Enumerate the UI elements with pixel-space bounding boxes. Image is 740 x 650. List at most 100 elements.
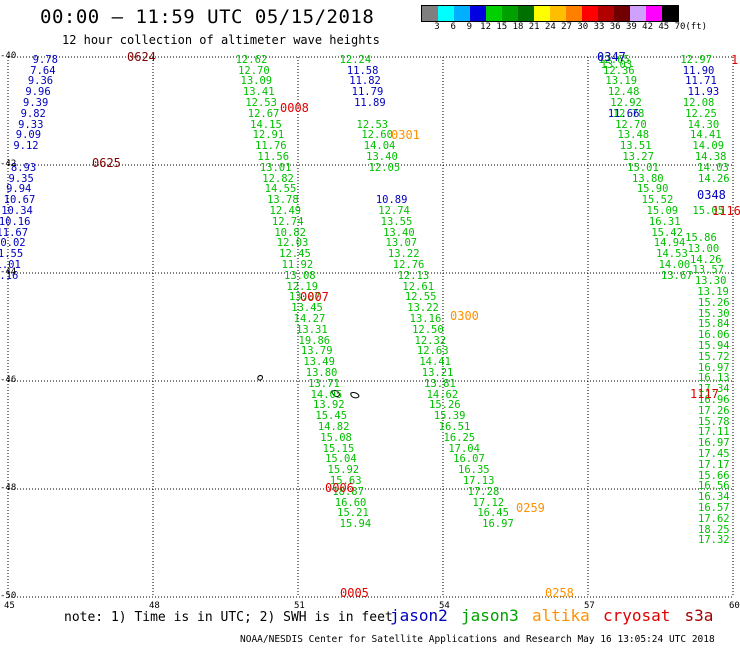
swh-value: 12.05: [368, 161, 401, 174]
pass-number: 0258: [545, 586, 574, 600]
color-scale-label: 15: [496, 22, 508, 32]
swh-value: 14.41: [690, 129, 722, 142]
pass-number: 0347: [597, 50, 626, 64]
color-swatch: [630, 6, 646, 21]
swh-value: 12.67: [247, 107, 280, 120]
swh-value: 11.92: [281, 258, 314, 271]
color-scale-label: 45: [658, 22, 670, 32]
swh-value: 15.92: [327, 464, 360, 477]
swh-value: 13.92: [313, 399, 345, 412]
swh-value: 14.26: [698, 172, 730, 185]
swh-value: 8.93: [10, 161, 37, 174]
swh-value: 12.92: [610, 96, 642, 109]
color-swatch: [438, 6, 454, 21]
legend-s3a: s3a: [684, 606, 714, 625]
swh-value: 16.97: [482, 518, 514, 531]
swh-value: 16.25: [443, 431, 476, 444]
pass-number: 0301: [391, 128, 420, 142]
swh-value: 17.13: [462, 474, 495, 487]
longitude-label: 54: [439, 601, 450, 611]
latitude-label: -48: [0, 483, 17, 493]
swh-value: 15.04: [325, 453, 357, 466]
color-scale-bar: [421, 5, 679, 22]
color-swatch: [534, 6, 550, 21]
page-title: 00:00 – 11:59 UTC 05/15/2018: [40, 6, 375, 28]
pass-number: 0008: [280, 101, 309, 115]
swh-value: 15.45: [315, 410, 348, 423]
swh-value: 12.53: [356, 118, 389, 131]
color-scale-label: 42: [642, 22, 654, 32]
swh-value: 12.45: [279, 248, 311, 261]
swh-value: 14.41: [419, 356, 451, 369]
pass-number: 0007: [300, 290, 329, 304]
longitude-label: 57: [584, 601, 595, 611]
pass-number: 1: [731, 53, 739, 67]
swh-value: 11.90: [682, 64, 715, 77]
longitude-label: 45: [4, 601, 15, 611]
swh-value: 17.17: [698, 458, 730, 471]
swh-value: 18.25: [698, 523, 730, 536]
swh-value: 13.80: [632, 172, 664, 185]
color-swatch: [566, 6, 582, 21]
color-swatch: [502, 6, 518, 21]
swh-value: 15.09: [646, 204, 679, 217]
swh-value: 9.94: [6, 183, 32, 196]
swh-value: 12.19: [286, 280, 319, 293]
color-scale-label: 30: [577, 22, 589, 32]
swh-value: 13.49: [303, 356, 335, 369]
swh-value: 15.78: [698, 415, 730, 428]
swh-value: 17.11: [698, 426, 730, 439]
swh-value: 17.12: [472, 496, 505, 509]
swh-value: 14.09: [692, 140, 725, 153]
swh-value: 13.19: [697, 285, 729, 298]
swh-value: 13.78: [267, 194, 299, 207]
swh-value: 13.08: [284, 269, 316, 282]
swh-value: 12.32: [414, 334, 447, 347]
swh-value: 13.09: [240, 75, 273, 88]
swh-value: 13.48: [617, 129, 650, 142]
swh-value: 15.90: [636, 183, 669, 196]
pass-number: 1116: [712, 204, 740, 218]
color-scale-label: 70: [674, 22, 686, 32]
swh-value: 15.05: [692, 204, 725, 217]
color-swatch: [614, 6, 630, 21]
swh-value: 13.40: [383, 226, 415, 239]
swh-value: 13.01: [259, 161, 292, 174]
latitude-label: -44: [0, 267, 17, 277]
color-scale-label: 3: [434, 22, 440, 32]
swh-value: 13.81: [424, 377, 456, 390]
island-outline: [350, 392, 360, 399]
swh-value: 9.12: [13, 140, 39, 153]
swh-value: 14.27: [293, 312, 326, 325]
swh-value: 11.71: [685, 75, 717, 88]
pass-number: 0625: [92, 156, 121, 170]
color-swatch: [662, 6, 678, 21]
swh-value: 13.40: [366, 150, 398, 163]
swh-value: 13.30: [694, 275, 727, 288]
swh-value: 16.97: [698, 437, 730, 450]
pass-number: 0624: [127, 50, 156, 64]
swh-value: 12.55: [404, 291, 437, 304]
swh-value: 12.13: [397, 269, 430, 282]
swh-value: 11.58: [346, 64, 379, 77]
swh-value: 10.89: [375, 194, 408, 207]
swh-value: 14.94: [653, 237, 686, 250]
swh-value: 11.55: [0, 248, 24, 261]
color-scale-label: 18: [512, 22, 524, 32]
swh-value: 16.56: [698, 480, 730, 493]
swh-value: 19.86: [298, 334, 331, 347]
swh-value: 15.26: [698, 296, 730, 309]
swh-value: 10.16: [0, 215, 31, 228]
swh-value: 13.22: [387, 248, 420, 261]
swh-value: 16.06: [698, 329, 730, 342]
swh-value: 16.97: [698, 361, 730, 374]
color-swatch: [550, 6, 566, 21]
swh-value: 15.42: [651, 226, 683, 239]
swh-value: 15.21: [337, 507, 369, 520]
page-subtitle: 12 hour collection of altimeter wave hei…: [62, 33, 380, 47]
credit-line: NOAA/NESDIS Center for Satellite Applica…: [240, 634, 715, 645]
color-scale-label: (ft): [685, 22, 708, 32]
swh-value: 17.26: [698, 404, 730, 417]
swh-value: 14.15: [250, 118, 282, 131]
swh-value: 15.30: [698, 307, 730, 320]
